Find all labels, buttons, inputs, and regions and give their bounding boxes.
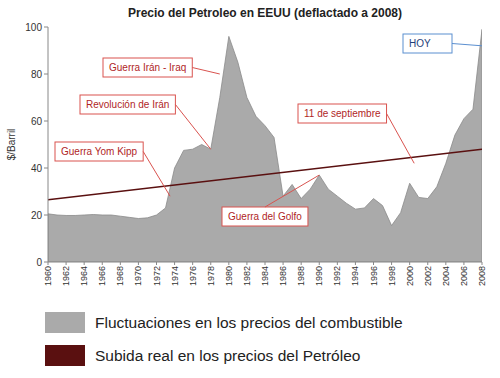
title: Precio del Petroleo en EEUU (deflactado … — [128, 6, 402, 20]
x-tick-label: 1986 — [278, 266, 288, 286]
y-axis-label: $/Barril — [6, 129, 17, 161]
y-tick — [44, 74, 48, 75]
x-tick-label: 1970 — [133, 266, 143, 286]
annotation: Guerra Irán - Iraq — [103, 58, 220, 77]
x-tick-label: 1990 — [314, 266, 324, 286]
annotation-box — [80, 95, 175, 114]
annotation-box — [222, 207, 308, 226]
x-tick-label: 2008 — [477, 266, 487, 286]
x-tick-label: 1978 — [206, 266, 216, 286]
x-tick-label: 2002 — [423, 266, 433, 286]
annotation-text: HOY — [409, 38, 431, 49]
annotation: HOY — [403, 34, 482, 53]
x-tick-label: 1960 — [43, 266, 53, 286]
x-tick-label: 1994 — [350, 266, 360, 286]
x-tick-label: 1982 — [242, 266, 252, 286]
x-tick-label: 1976 — [188, 266, 198, 286]
legend-swatch — [45, 312, 85, 333]
annotation-leader — [192, 68, 220, 75]
annotation-leader — [175, 105, 210, 150]
y-tick — [44, 262, 48, 263]
chart: Precio del Petroleo en EEUU (deflactado … — [0, 0, 500, 378]
legend: Fluctuaciones en los precios del combust… — [45, 312, 403, 366]
annotation: Guerra del Golfo — [222, 175, 319, 226]
x-tick-label: 1988 — [296, 266, 306, 286]
y-tick-label: 20 — [31, 210, 43, 221]
annotation-leader — [452, 44, 482, 46]
legend-label: Subida real en los precios del Petróleo — [95, 347, 360, 364]
x-tick-label: 1964 — [79, 266, 89, 286]
annotation-text: Revolución de Irán — [86, 99, 169, 110]
x-tick-label: 2004 — [441, 266, 451, 286]
x-tick-label: 2000 — [405, 266, 415, 286]
annotation: Guerra Yom Kipp — [55, 142, 170, 196]
annotation-leader — [143, 152, 170, 197]
x-tick-label: 1996 — [369, 266, 379, 286]
annotation-box — [103, 58, 192, 77]
annotation-leader — [265, 175, 319, 207]
x-tick-label: 1998 — [387, 266, 397, 286]
x-tick-label: 1968 — [115, 266, 125, 286]
x-tick-label: 1966 — [97, 266, 107, 286]
x-axis — [48, 262, 482, 263]
annotation-text: Guerra Yom Kipp — [61, 146, 138, 157]
x-tick-label: 1972 — [152, 266, 162, 286]
annotation: 11 de septiembre — [298, 104, 414, 163]
annotation: Revolución de Irán — [80, 95, 211, 149]
y-tick — [44, 27, 48, 28]
area — [48, 29, 482, 262]
y-tick — [44, 215, 48, 216]
legend-label: Fluctuaciones en los precios del combust… — [95, 314, 403, 331]
x-tick-label: 1974 — [170, 266, 180, 286]
y-axis — [48, 27, 49, 262]
annotation-text: Guerra Irán - Iraq — [109, 62, 186, 73]
annotation-text: Guerra del Golfo — [228, 211, 302, 222]
annotation-text: 11 de septiembre — [304, 108, 381, 119]
y-tick-label: 0 — [36, 257, 42, 268]
y-tick-label: 80 — [31, 69, 43, 80]
plot-marks — [48, 29, 482, 262]
x-tick-label: 2006 — [459, 266, 469, 286]
legend-swatch — [45, 345, 85, 366]
x-tick-label: 1992 — [332, 266, 342, 286]
y-tick-label: 40 — [31, 163, 43, 174]
x-tick-label: 1980 — [224, 266, 234, 286]
y-tick — [44, 168, 48, 169]
y-tick — [44, 121, 48, 122]
x-tick-label: 1962 — [61, 266, 71, 286]
annotation-leader — [387, 114, 415, 164]
annotation-box — [55, 142, 143, 161]
y-tick-label: 100 — [25, 22, 42, 33]
y-tick-label: 60 — [31, 116, 43, 127]
x-tick-label: 1984 — [260, 266, 270, 286]
annotation-box — [403, 34, 452, 53]
annotation-box — [298, 104, 387, 123]
